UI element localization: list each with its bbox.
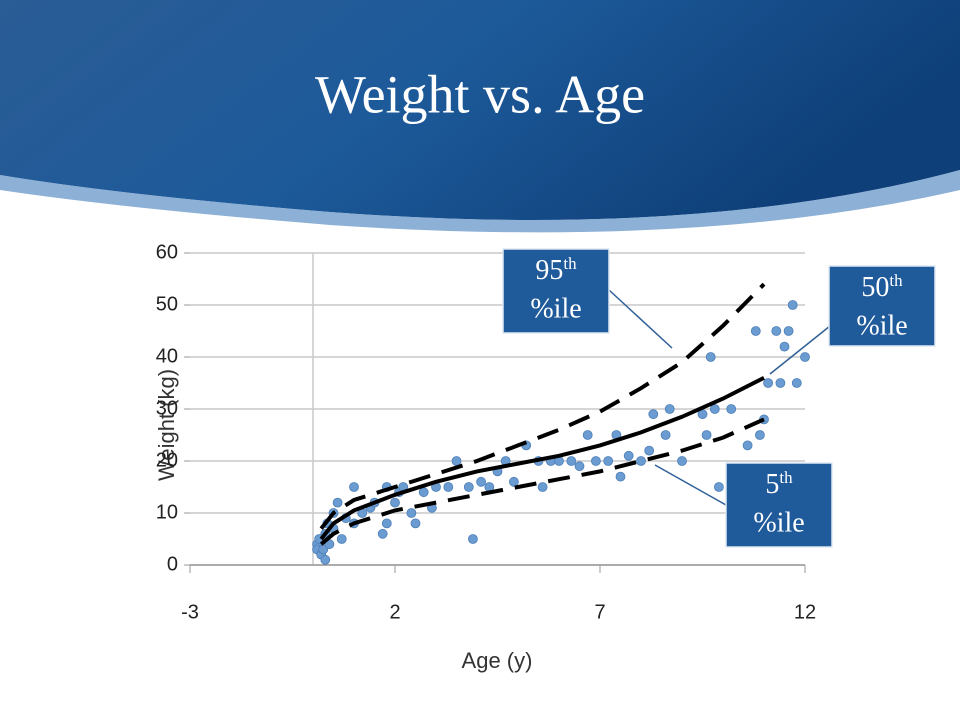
- y-tick-label: 20: [156, 449, 178, 471]
- data-point: [636, 456, 646, 466]
- annotation-line1: 50th: [861, 271, 903, 304]
- data-point: [714, 482, 724, 492]
- data-point: [664, 404, 675, 414]
- data-point: [381, 518, 392, 529]
- header-swoosh: [0, 170, 960, 233]
- x-tick-label: -3: [181, 601, 199, 623]
- data-point: [775, 378, 786, 388]
- data-point: [377, 528, 388, 539]
- annotation-box: [725, 462, 833, 548]
- annotation-line1: 5th: [765, 468, 793, 501]
- data-point: [763, 378, 773, 388]
- title: Weight vs. Age: [315, 64, 645, 124]
- data-point: [791, 378, 802, 388]
- data-point: [591, 456, 601, 466]
- data-point: [537, 482, 548, 492]
- data-point: [509, 476, 519, 487]
- y-tick-label: 30: [156, 397, 178, 419]
- annotation-sup: th: [779, 468, 793, 487]
- data-point: [787, 300, 798, 310]
- data-point: [566, 456, 577, 466]
- data-point: [800, 352, 810, 362]
- data-point: [410, 518, 421, 529]
- annotation-number: 5: [765, 469, 779, 500]
- data-point: [406, 508, 417, 518]
- data-point: [467, 534, 478, 544]
- annotation-line2: %ile: [753, 507, 804, 538]
- data-point: [476, 476, 487, 487]
- annotation-box: [828, 265, 936, 347]
- annotation-line1: 95th: [535, 254, 577, 287]
- data-point: [648, 409, 659, 420]
- data-point: [574, 461, 585, 472]
- data-point: [783, 326, 794, 336]
- y-axis-label: Weight (kg): [154, 369, 179, 481]
- data-point: [390, 497, 400, 508]
- annotation-line2: %ile: [530, 293, 581, 324]
- data-point: [603, 456, 614, 466]
- header-band: [0, 0, 960, 220]
- data-point: [332, 497, 343, 508]
- x-axis-label: Age (y): [462, 648, 533, 673]
- data-point: [726, 404, 737, 414]
- y-tick-label: 60: [156, 241, 178, 263]
- y-tick-label: 0: [167, 553, 178, 575]
- data-point: [742, 440, 753, 451]
- annotation-number: 50: [861, 272, 889, 303]
- data-point: [709, 404, 720, 414]
- data-point: [705, 352, 716, 362]
- percentile-curve: [319, 376, 765, 541]
- data-point: [582, 430, 593, 440]
- annotation-number: 95: [535, 255, 563, 286]
- percentile-curve: [319, 417, 765, 546]
- data-point: [750, 326, 761, 336]
- x-tick-label: 2: [389, 601, 400, 623]
- data-point: [418, 487, 429, 498]
- annotation-box: [502, 248, 610, 334]
- percentile-curve: [319, 282, 766, 530]
- annotation-sup: th: [889, 271, 903, 290]
- annotation-sup: th: [563, 254, 577, 273]
- data-point: [771, 326, 782, 336]
- data-point: [644, 445, 655, 456]
- annotation-leader: [608, 289, 673, 349]
- data-point: [701, 430, 712, 440]
- data-point: [660, 430, 671, 440]
- data-point: [443, 482, 454, 492]
- data-point: [451, 456, 462, 466]
- y-tick-label: 10: [156, 501, 178, 523]
- data-point: [615, 471, 626, 482]
- data-point: [463, 482, 474, 492]
- data-point: [677, 456, 687, 466]
- data-point: [336, 534, 347, 544]
- data-point: [779, 341, 790, 352]
- data-point: [623, 450, 634, 461]
- x-tick-label: 12: [794, 601, 816, 623]
- data-point: [320, 554, 331, 565]
- data-point: [349, 482, 359, 492]
- y-tick-label: 50: [156, 293, 178, 315]
- annotation-line2: %ile: [856, 310, 907, 341]
- annotation-leader: [654, 464, 727, 506]
- data-point: [755, 430, 765, 440]
- x-tick-label: 7: [594, 601, 605, 623]
- y-tick-label: 40: [156, 345, 178, 367]
